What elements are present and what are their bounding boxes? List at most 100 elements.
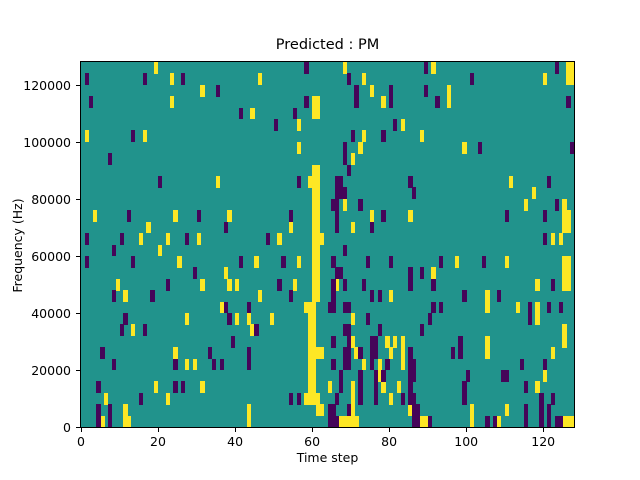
heatmap-cell	[470, 415, 475, 427]
heatmap-cell	[342, 358, 348, 371]
heatmap-cell	[366, 312, 371, 325]
heatmap-cell	[381, 210, 386, 223]
heatmap-cell	[223, 267, 228, 280]
heatmap-cell	[366, 255, 371, 268]
heatmap-cell	[346, 415, 351, 427]
heatmap-cell	[431, 62, 436, 74]
heatmap-cell	[335, 198, 340, 211]
heatmap-cell	[312, 210, 317, 223]
heatmap-cell	[562, 255, 567, 268]
heatmap-cell	[339, 187, 344, 200]
heatmap-cell	[454, 255, 459, 268]
x-axis-label: Time step	[296, 450, 359, 465]
heatmap-cell	[246, 415, 251, 427]
heatmap-cell	[408, 404, 413, 416]
heatmap-cell	[315, 267, 321, 280]
heatmap-cell	[346, 164, 351, 177]
heatmap-cell	[281, 255, 286, 268]
heatmap-cell	[312, 107, 317, 120]
heatmap-cell	[396, 381, 402, 394]
heatmap-cell	[315, 404, 321, 416]
heatmap-cell	[381, 369, 386, 382]
heatmap-cell	[369, 347, 375, 359]
heatmap-cell	[342, 301, 348, 314]
y-tick-mark	[76, 141, 80, 143]
heatmap-cell	[562, 210, 567, 223]
heatmap-cell	[342, 187, 348, 200]
heatmap-cell	[389, 96, 394, 109]
heatmap-cell	[107, 404, 113, 416]
heatmap-cell	[342, 244, 348, 257]
heatmap-cell	[342, 324, 348, 337]
heatmap-cell	[377, 369, 382, 382]
heatmap-cell	[562, 221, 567, 234]
heatmap-cell	[219, 358, 224, 371]
heatmap-cell	[127, 210, 132, 223]
heatmap-cell	[104, 392, 109, 405]
heatmap-cell	[119, 233, 124, 245]
heatmap-cell	[312, 324, 317, 337]
heatmap-cell	[312, 381, 317, 394]
heatmap-cell	[412, 369, 417, 382]
heatmap-cell	[539, 392, 544, 405]
heatmap-cell	[246, 404, 251, 416]
heatmap-cell	[304, 96, 309, 109]
heatmap-cell	[215, 176, 221, 188]
heatmap-cell	[431, 278, 436, 291]
heatmap-cell	[400, 358, 405, 371]
heatmap-cell	[550, 233, 556, 245]
heatmap-cell	[246, 312, 251, 325]
heatmap-cell	[304, 392, 309, 405]
heatmap-cell	[327, 301, 332, 314]
heatmap-cell	[562, 335, 567, 348]
heatmap-cell	[373, 392, 378, 405]
heatmap-cell	[335, 278, 340, 291]
heatmap-cell	[342, 62, 348, 74]
heatmap-cell	[223, 221, 228, 234]
heatmap-cell	[92, 210, 97, 223]
heatmap-cell	[346, 335, 351, 348]
y-tick-label: 0	[63, 420, 71, 435]
heatmap-cell	[142, 73, 147, 86]
heatmap-cell	[562, 324, 567, 337]
heatmap-cell	[238, 255, 244, 268]
heatmap-cell	[543, 369, 548, 382]
heatmap-cell	[362, 73, 367, 86]
y-tick-mark	[76, 198, 80, 200]
heatmap-cell	[369, 335, 375, 348]
heatmap-cell	[350, 381, 355, 394]
heatmap-cell	[385, 358, 390, 371]
heatmap-cell	[312, 392, 317, 405]
heatmap-cell	[389, 84, 394, 97]
heatmap-cell	[485, 301, 490, 314]
heatmap-cell	[312, 233, 317, 245]
heatmap-cell	[412, 404, 417, 416]
heatmap-cell	[235, 278, 240, 291]
heatmap-cell	[485, 415, 490, 427]
heatmap-cell	[389, 347, 394, 359]
heatmap-cell	[458, 347, 463, 359]
heatmap-cell	[123, 312, 128, 325]
heatmap-cell	[362, 278, 367, 291]
heatmap-cell	[408, 176, 413, 188]
heatmap-cell	[369, 358, 375, 371]
x-tick-mark	[81, 428, 82, 432]
heatmap-cell	[254, 324, 259, 337]
heatmap-cell	[192, 267, 197, 280]
heatmap-cell	[523, 415, 529, 427]
heatmap-cell	[554, 415, 559, 427]
x-tick-mark	[158, 428, 159, 432]
heatmap-cell	[296, 176, 301, 188]
heatmap-cell	[566, 62, 571, 74]
heatmap-cell	[412, 392, 417, 405]
heatmap-cell	[377, 290, 382, 302]
heatmap-cell	[169, 96, 174, 109]
heatmap-cell	[504, 210, 509, 223]
heatmap-cell	[292, 107, 298, 120]
heatmap-cell	[446, 96, 452, 109]
heatmap-plot-area	[80, 61, 575, 428]
heatmap-cell	[111, 358, 117, 371]
heatmap-cell	[570, 62, 574, 74]
y-tick-mark	[76, 84, 80, 86]
